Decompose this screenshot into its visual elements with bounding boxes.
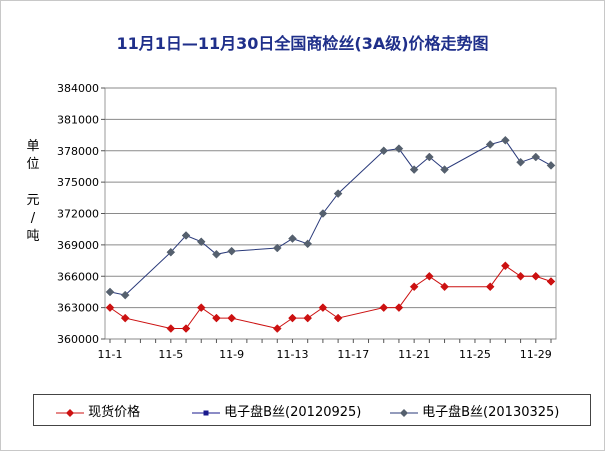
- data-point: [318, 303, 328, 312]
- data-point: [546, 277, 556, 286]
- legend-marker-spot: [56, 408, 84, 417]
- y-tick-label: 378000: [57, 145, 99, 158]
- data-point: [303, 313, 313, 323]
- data-point: [333, 189, 343, 198]
- line-chart: 360000 363000 366000 369000 372000 375000 3780…: [57, 82, 557, 361]
- data-point: [531, 271, 541, 281]
- y-axis-label-char: 元: [26, 193, 40, 208]
- data-point: [105, 287, 115, 297]
- data-point: [288, 234, 297, 243]
- legend-item-b-2012: 电子盘B丝(20120925): [192, 401, 361, 420]
- data-point: [181, 231, 191, 240]
- legend-marker-b-2013: [390, 408, 418, 417]
- data-point: [485, 140, 495, 149]
- y-axis-label-char: 单: [26, 139, 40, 154]
- data-point: [212, 249, 221, 259]
- x-tick-label: 11-1: [98, 348, 123, 361]
- data-point: [546, 161, 556, 170]
- data-point: [394, 144, 404, 154]
- y-axis-label-char: /: [30, 211, 36, 226]
- legend-item-b-2013: 电子盘B丝(20130325): [390, 401, 559, 420]
- data-point: [196, 237, 206, 247]
- y-tick-label: 363000: [57, 302, 99, 315]
- data-point: [516, 271, 525, 281]
- series-line-0: [109, 265, 552, 330]
- x-tick-label: 11-25: [459, 348, 491, 361]
- data-point: [424, 152, 434, 162]
- data-point: [166, 247, 176, 257]
- data-point: [409, 165, 419, 174]
- data-point: [181, 324, 191, 333]
- y-tick-label: 366000: [57, 270, 99, 283]
- y-tick-label: 384000: [57, 82, 99, 95]
- data-point: [272, 243, 282, 253]
- legend-marker-b-2012: [192, 410, 220, 415]
- data-point: [196, 303, 206, 312]
- data-point: [212, 313, 221, 323]
- y-tick-label: 369000: [57, 239, 99, 252]
- data-point: [166, 324, 176, 333]
- legend-label-b-2012: 电子盘B丝(20120925): [224, 405, 362, 420]
- data-point: [424, 271, 434, 281]
- x-tick-label: 11-9: [219, 348, 244, 361]
- data-point: [501, 135, 510, 145]
- legend-label-spot: 现货价格: [88, 405, 141, 420]
- y-tick-label: 372000: [57, 208, 99, 221]
- data-point: [409, 282, 419, 292]
- x-tick-label: 11-13: [276, 348, 308, 361]
- data-point: [318, 209, 328, 218]
- data-point: [531, 152, 541, 162]
- data-point: [516, 157, 525, 167]
- data-point: [227, 246, 237, 256]
- series-line-2: [109, 139, 552, 296]
- y-axis-label-char: 吨: [26, 229, 40, 244]
- y-tick-label: 360000: [57, 333, 99, 346]
- data-point: [303, 239, 313, 249]
- y-axis-label-char: 位: [26, 157, 40, 172]
- data-point: [379, 146, 389, 156]
- data-point: [105, 303, 115, 312]
- y-axis-label: 单 位 元 / 吨: [22, 138, 44, 246]
- data-point: [394, 303, 404, 312]
- legend-item-spot: 现货价格: [56, 401, 140, 420]
- data-point: [120, 290, 130, 300]
- data-point: [272, 324, 282, 333]
- data-point: [288, 313, 297, 323]
- data-point: [227, 313, 237, 323]
- data-point: [440, 165, 449, 174]
- legend-label-b-2013: 电子盘B丝(20130325): [422, 405, 560, 420]
- data-point: [501, 261, 510, 271]
- data-point: [333, 313, 343, 323]
- x-tick-label: 11-29: [520, 348, 552, 361]
- data-point: [120, 313, 130, 323]
- legend: 现货价格 电子盘B丝(20120925) 电子盘B丝(20130325): [33, 394, 591, 426]
- data-point: [485, 282, 495, 292]
- y-tick-label: 375000: [57, 176, 99, 189]
- y-tick-label: 381000: [57, 113, 99, 126]
- x-tick-label: 11-21: [398, 348, 430, 361]
- data-point: [440, 282, 449, 292]
- data-point: [379, 303, 389, 312]
- x-tick-label: 11-17: [337, 348, 369, 361]
- x-tick-label: 11-5: [158, 348, 183, 361]
- chart-title: 11月1日—11月30日全国商检丝(3A级)价格走势图: [116, 34, 489, 53]
